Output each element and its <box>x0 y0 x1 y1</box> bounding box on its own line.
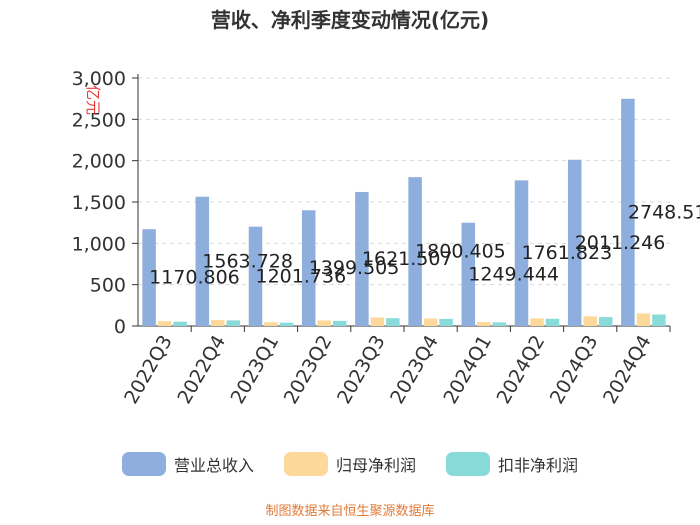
bar-net-profit <box>157 321 172 326</box>
x-tick-label: 2023Q4 <box>386 331 443 407</box>
bar-revenue <box>461 222 476 326</box>
chart-title: 营收、净利季度变动情况(亿元) <box>210 8 490 32</box>
data-label: 2011.246 <box>575 232 666 254</box>
data-label: 1761.823 <box>522 242 613 264</box>
y-tick-label: 1,000 <box>72 233 126 255</box>
legend-item-revenue[interactable]: 营业总收入 <box>121 452 254 476</box>
x-tick-label: 2024Q4 <box>599 332 656 408</box>
bar-deducted-profit <box>386 318 400 326</box>
x-tick-label: 2023Q1 <box>227 332 284 408</box>
bar-net-profit <box>583 316 597 326</box>
legend-item-deducted-profit[interactable]: 扣非净利润 <box>446 452 578 476</box>
data-label: 1249.444 <box>468 263 559 285</box>
y-tick-label: 2,500 <box>72 109 126 131</box>
y-tick-label: 500 <box>90 275 126 297</box>
bar-revenue <box>301 210 316 326</box>
data-label: 1170.806 <box>149 267 240 289</box>
bar-net-profit <box>636 313 651 326</box>
legend-label-net-profit: 归母净利润 <box>335 456 416 475</box>
x-tick-label: 2024Q1 <box>439 332 496 408</box>
legend-swatch-revenue <box>121 452 166 476</box>
bar-net-profit <box>423 318 438 326</box>
source-note: 制图数据来自恒生聚源数据库 <box>265 504 435 519</box>
bar-deducted-profit <box>492 322 507 326</box>
x-tick-label: 2023Q2 <box>280 332 337 408</box>
legend-swatch-deducted-profit <box>446 452 490 476</box>
x-tick-label: 2022Q4 <box>173 332 230 408</box>
bar-deducted-profit <box>545 318 560 326</box>
y-tick-label: 1,500 <box>72 192 126 214</box>
bar-deducted-profit <box>226 320 241 326</box>
bar-net-profit <box>530 318 544 326</box>
bar-deducted-profit <box>332 320 347 326</box>
data-label: 1399.505 <box>309 257 400 279</box>
y-tick-label: 3,000 <box>72 68 126 90</box>
bar-deducted-profit <box>598 317 613 326</box>
bar-net-profit <box>370 317 385 326</box>
bar-revenue <box>355 191 369 326</box>
y-axis-label: 亿元 <box>84 85 102 115</box>
bar-deducted-profit <box>173 321 187 326</box>
data-label: 2748.511 <box>628 201 700 223</box>
legend-item-net-profit[interactable]: 归母净利润 <box>283 452 416 476</box>
bar-net-profit <box>264 322 278 326</box>
bar-deducted-profit <box>439 318 453 326</box>
data-label: 1800.405 <box>415 241 506 263</box>
legend-label-deducted-profit: 扣非净利润 <box>498 456 579 475</box>
chart-legend: 营业总收入 归母净利润 扣非净利润 <box>0 452 700 476</box>
bar-revenue <box>567 159 582 326</box>
bar-revenue <box>248 226 263 326</box>
bar-revenue <box>142 229 156 326</box>
y-tick-label: 0 <box>114 316 126 338</box>
data-label: 1563.728 <box>202 250 293 272</box>
bar-net-profit <box>211 320 225 326</box>
data-label: 1201.736 <box>256 265 347 287</box>
data-label: 1621.507 <box>362 248 453 270</box>
bar-revenue <box>621 98 635 326</box>
bar-net-profit <box>317 320 331 326</box>
legend-swatch-net-profit <box>283 452 328 476</box>
y-tick-label: 2,000 <box>72 151 126 173</box>
bar-net-profit <box>477 322 491 326</box>
x-tick-label: 2022Q3 <box>120 332 177 408</box>
x-tick-label: 2024Q3 <box>546 332 603 408</box>
legend-label-revenue: 营业总收入 <box>173 456 254 475</box>
bar-revenue <box>408 177 422 326</box>
bar-revenue <box>514 180 529 326</box>
x-tick-label: 2024Q2 <box>493 332 550 408</box>
x-tick-label: 2023Q3 <box>333 332 390 408</box>
bar-deducted-profit <box>279 322 294 326</box>
bar-revenue <box>195 196 210 326</box>
bar-deducted-profit <box>652 314 666 326</box>
